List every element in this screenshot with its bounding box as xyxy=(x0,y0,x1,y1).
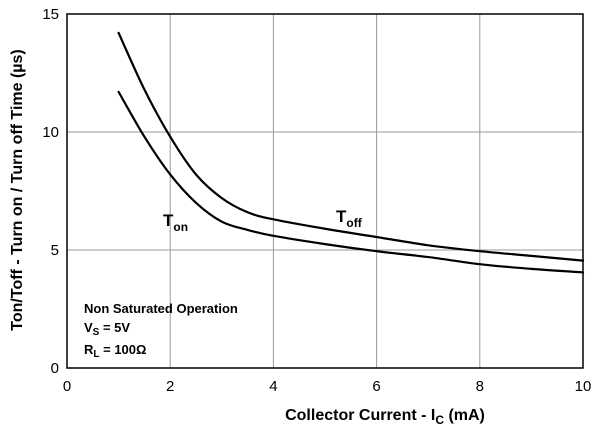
series-curves xyxy=(117,31,585,274)
conditions-note: Non Saturated Operation VS = 5V RL = 100… xyxy=(84,301,238,360)
x-axis-label: Collector Current - IC (mA) xyxy=(285,407,485,427)
y-axis-label: Ton/Toff - Turn on / Turn off Time (µs) xyxy=(9,49,26,330)
x-tick-label: 0 xyxy=(63,378,71,395)
series-line-t-off xyxy=(117,31,585,262)
toff-label: Toff xyxy=(336,207,363,230)
x-tick-label: 4 xyxy=(269,378,277,395)
y-tick-label: 5 xyxy=(51,242,59,259)
note-operation: Non Saturated Operation xyxy=(84,301,238,316)
y-tick-labels: 0 5 10 15 xyxy=(42,6,59,377)
x-tick-label: 8 xyxy=(476,378,484,395)
x-tick-labels: 0 2 4 6 8 10 xyxy=(63,378,592,395)
y-tick-label: 15 xyxy=(42,6,59,23)
x-tick-label: 2 xyxy=(166,378,174,395)
y-tick-label: 0 xyxy=(51,360,59,377)
ton-label: Ton xyxy=(163,211,188,234)
series-line-t-on xyxy=(117,90,585,274)
note-vs: VS = 5V xyxy=(84,320,130,338)
x-tick-label: 6 xyxy=(372,378,380,395)
note-rl: RL = 100Ω xyxy=(84,342,146,360)
plot-frame xyxy=(66,13,584,369)
y-tick-label: 10 xyxy=(42,124,59,141)
x-tick-label: 10 xyxy=(575,378,592,395)
